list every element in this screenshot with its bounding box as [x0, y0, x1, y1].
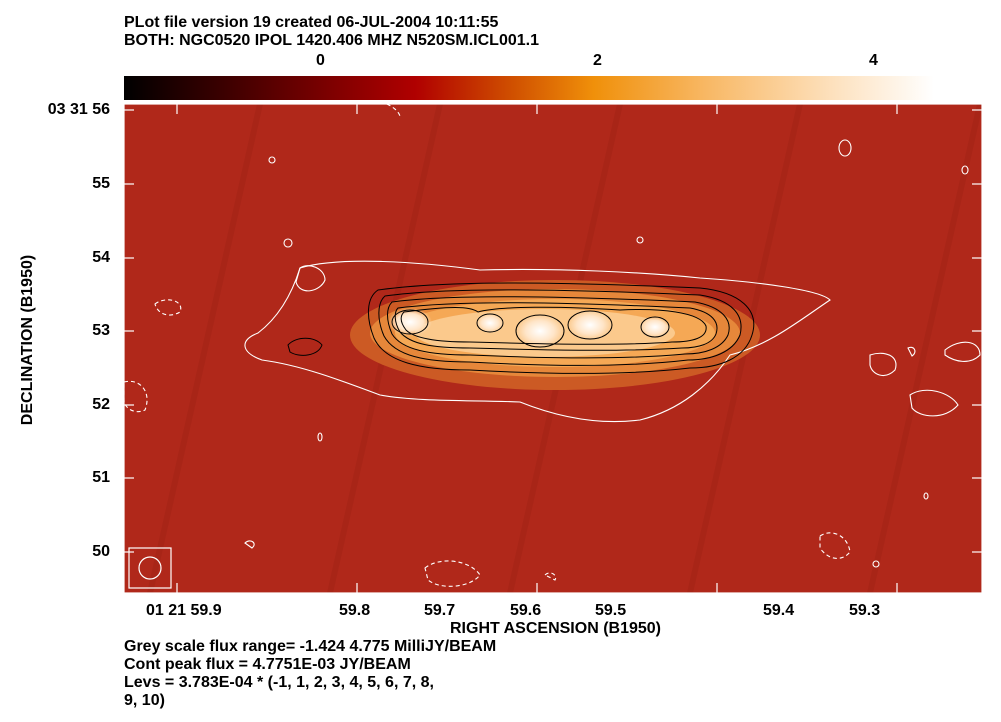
- colorbar-tick-label-0: 0: [316, 52, 325, 69]
- y-tick-label: 55: [92, 175, 110, 192]
- galaxy-emission: [124, 104, 982, 593]
- footer-flux-range: Grey scale flux range= -1.424 4.775 Mill…: [124, 638, 497, 655]
- x-tick-label: 59.7: [424, 602, 456, 619]
- x-tick-label: 59.4: [763, 602, 795, 619]
- colorbar: [124, 76, 934, 100]
- y-tick-label: 54: [92, 249, 110, 266]
- x-tick-label: 59.3: [849, 602, 881, 619]
- footer-levels-cont: 9, 10): [124, 692, 165, 709]
- x-tick-label: 01 21 59.9: [146, 602, 222, 619]
- x-axis-label: RIGHT ASCENSION (B1950): [450, 620, 661, 637]
- x-tick-label: 59.8: [339, 602, 371, 619]
- x-tick-label: 59.6: [510, 602, 542, 619]
- footer-peak-flux: Cont peak flux = 4.7751E-03 JY/BEAM: [124, 656, 411, 673]
- y-tick-label: 03 31 56: [47, 101, 110, 118]
- y-tick-label: 53: [92, 322, 110, 339]
- y-tick-label: 50: [92, 543, 110, 560]
- plot-header-line-2: BOTH: NGC0520 IPOL 1420.406 MHZ N520SM.I…: [124, 32, 539, 49]
- footer-levels: Levs = 3.783E-04 * (-1, 1, 2, 3, 4, 5, 6…: [124, 674, 434, 691]
- x-tick-label: 59.5: [595, 602, 627, 619]
- y-tick-label: 51: [92, 469, 110, 486]
- colorbar-tick-label-2: 2: [593, 52, 602, 69]
- y-axis-label: DECLINATION (B1950): [19, 254, 36, 426]
- beam-indicator: [128, 547, 172, 589]
- colorbar-tick-label-4: 4: [869, 52, 878, 69]
- plot-header-line-1: PLot file version 19 created 06-JUL-2004…: [124, 14, 499, 31]
- y-tick-label: 52: [92, 396, 110, 413]
